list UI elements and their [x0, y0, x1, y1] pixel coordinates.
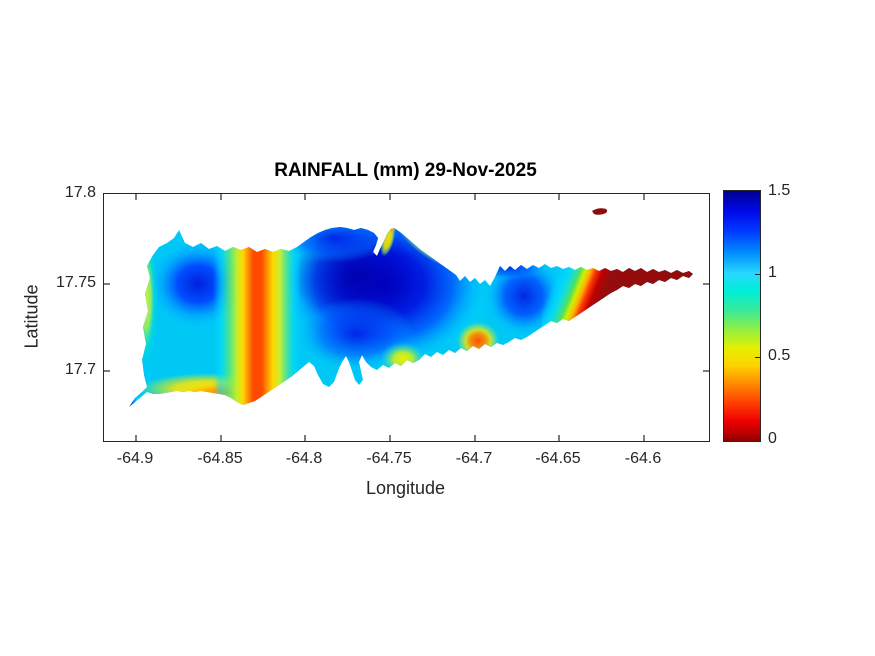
- x-tick-label: -64.6: [624, 450, 662, 467]
- rainfall-map-svg: [104, 194, 709, 441]
- y-tick-label: 17.7: [64, 361, 96, 378]
- chart-title: RAINFALL (mm) 29-Nov-2025: [274, 160, 537, 181]
- y-tick-label: 17.75: [55, 274, 96, 291]
- colorbar-tick-label: 1.5: [768, 182, 791, 199]
- colorbar-tick: [755, 357, 760, 358]
- x-axis-label: Longitude: [365, 478, 446, 498]
- x-tick-label: -64.85: [197, 450, 243, 467]
- colorbar-tick-label: 1: [768, 264, 777, 281]
- axis-ticks: [104, 194, 709, 441]
- x-tick-label: -64.7: [455, 450, 493, 467]
- colorbar-tick-label: 0: [768, 430, 777, 447]
- colorbar-tick: [755, 274, 760, 275]
- x-tick-label: -64.65: [535, 450, 581, 467]
- colorbar-tick-label: 0.5: [768, 347, 791, 364]
- plot-area: [103, 193, 710, 442]
- x-tick-label: -64.75: [366, 450, 412, 467]
- x-tick-label: -64.9: [116, 450, 154, 467]
- x-tick-label: -64.8: [285, 450, 323, 467]
- rainfall-surface: [129, 227, 693, 407]
- y-tick-label: 17.8: [64, 184, 96, 201]
- buck-island-shape: [592, 208, 608, 215]
- y-axis-label: Latitude: [21, 284, 42, 349]
- colorbar: [723, 190, 761, 442]
